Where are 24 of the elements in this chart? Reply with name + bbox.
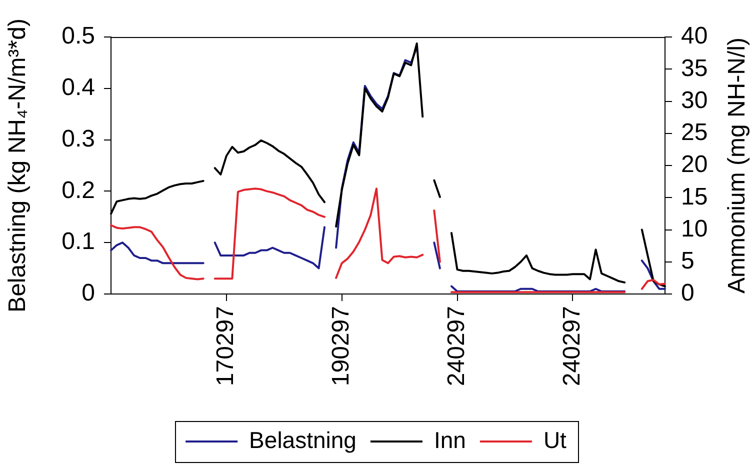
y2-tick-label: 15: [681, 183, 708, 210]
legend-label: Belastning: [249, 426, 356, 453]
y2-tick-label: 40: [681, 22, 708, 50]
y-tick-label: 0.4: [62, 74, 95, 102]
y2-tick-label: 20: [681, 151, 708, 178]
legend-label: Inn: [434, 426, 466, 453]
y-axis-title: Belastning (kg NH₄-N/m³*d): [4, 18, 32, 312]
y-tick-label: 0: [82, 280, 95, 307]
y-tick-label: 0.3: [62, 125, 95, 152]
x-tick-label: 170297: [212, 306, 240, 386]
y2-tick-label: 35: [681, 54, 708, 82]
y2-axis-title: Ammonium (mg NH-N/l): [724, 37, 751, 294]
y2-tick-label: 0: [681, 280, 694, 307]
y2-tick-label: 25: [681, 119, 708, 146]
y-tick-label: 0.5: [62, 22, 95, 50]
y-tick-label: 0.2: [62, 176, 95, 204]
x-tick-label: 190297: [327, 306, 354, 386]
y-tick-label: 0.1: [62, 228, 95, 256]
x-tick-label: 240297: [442, 306, 470, 386]
y2-tick-label: 30: [681, 86, 708, 114]
y2-tick-label: 10: [681, 215, 708, 242]
x-tick-label: 240297: [558, 306, 586, 386]
legend-label: Ut: [543, 426, 568, 453]
y2-tick-label: 5: [681, 248, 694, 274]
